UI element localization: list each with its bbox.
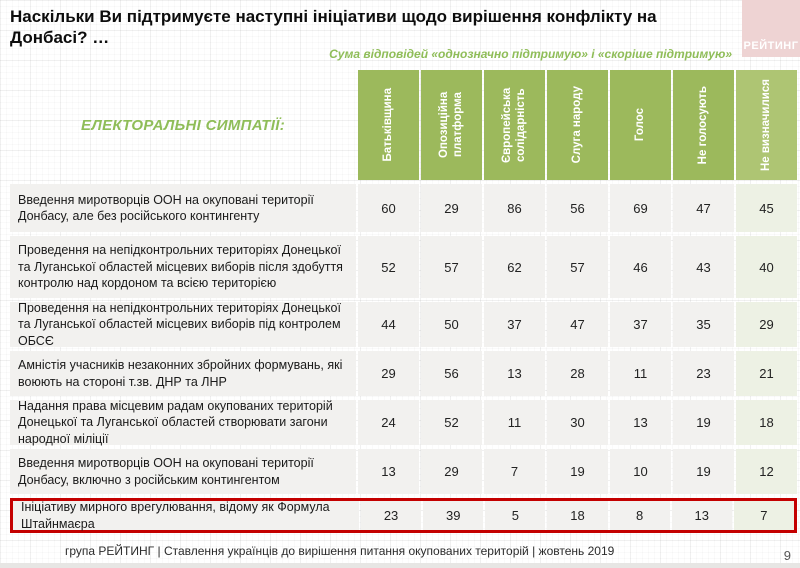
value-cell: 7 xyxy=(733,501,794,530)
results-table: ЕЛЕКТОРАЛЬНІ СИМПАТІЇ: Батьківщина Опозиц… xyxy=(10,70,797,537)
row-label: Амністія учасників незаконних збройних ф… xyxy=(10,351,356,396)
value-cell: 13 xyxy=(484,351,545,396)
value-cell: 30 xyxy=(547,400,608,445)
value-cell: 56 xyxy=(547,184,608,232)
value-cell: 12 xyxy=(736,449,797,494)
table-row: Амністія учасників незаконних збройних ф… xyxy=(10,351,797,396)
rating-logo: РЕЙТИНГ xyxy=(742,0,800,57)
value-cell: 13 xyxy=(358,449,419,494)
value-cell: 86 xyxy=(484,184,545,232)
value-cell: 21 xyxy=(736,351,797,396)
value-cell: 23 xyxy=(361,501,422,530)
highlighted-row: Ініціативу мирного врегулювання, відому … xyxy=(10,498,797,533)
value-cell: 18 xyxy=(736,400,797,445)
value-cell: 46 xyxy=(610,236,671,298)
value-cell: 69 xyxy=(610,184,671,232)
page-title: Наскільки Ви підтримуєте наступні ініціа… xyxy=(10,7,657,48)
value-cell: 19 xyxy=(673,400,734,445)
rating-logo-text: РЕЙТИНГ xyxy=(743,40,799,52)
value-cell: 37 xyxy=(484,302,545,347)
column-header: Європейська солідарність xyxy=(484,70,545,180)
value-cell: 62 xyxy=(484,236,545,298)
footer-caption: група РЕЙТИНГ | Ставлення українців до в… xyxy=(65,544,615,558)
table-row: Надання права місцевим радам окупованих … xyxy=(10,399,797,446)
value-cell: 43 xyxy=(673,236,734,298)
column-header-label: Голос xyxy=(633,108,646,142)
row-label: Проведення на непідконтрольних територія… xyxy=(10,236,356,298)
value-cell: 19 xyxy=(547,449,608,494)
value-cell: 56 xyxy=(421,351,482,396)
value-cell: 29 xyxy=(421,184,482,232)
value-cell: 5 xyxy=(485,501,546,530)
value-cell: 11 xyxy=(484,400,545,445)
column-header-label: Слуга народу xyxy=(570,86,583,164)
value-cell: 52 xyxy=(421,400,482,445)
value-cell: 13 xyxy=(671,501,732,530)
table-row: Введення миротворців ООН на окуповані те… xyxy=(10,449,797,494)
column-header-label: Опозиційна платформа xyxy=(437,91,464,159)
value-cell: 13 xyxy=(610,400,671,445)
row-label: Введення миротворців ООН на окуповані те… xyxy=(10,184,356,232)
value-cell: 39 xyxy=(423,501,484,530)
value-cell: 11 xyxy=(610,351,671,396)
column-header: Опозиційна платформа xyxy=(421,70,482,180)
value-cell: 50 xyxy=(421,302,482,347)
value-cell: 23 xyxy=(673,351,734,396)
column-header: Голос xyxy=(610,70,671,180)
value-cell: 24 xyxy=(358,400,419,445)
column-header-label: Не голосують xyxy=(696,85,709,165)
value-cell: 28 xyxy=(547,351,608,396)
row-label: Введення миротворців ООН на окуповані те… xyxy=(10,449,356,494)
row-label: Ініціативу мирного врегулювання, відому … xyxy=(13,500,359,531)
value-cell: 44 xyxy=(358,302,419,347)
column-header: Не визначилися xyxy=(736,70,797,180)
column-header-label: Не визначилися xyxy=(759,78,772,172)
column-header: Слуга народу xyxy=(547,70,608,180)
table-row: Проведення на непідконтрольних територія… xyxy=(10,236,797,298)
value-cell: 18 xyxy=(547,501,608,530)
column-header-label: Батьківщина xyxy=(381,88,394,162)
row-label: Надання права місцевим радам окупованих … xyxy=(10,399,356,446)
value-cell: 47 xyxy=(673,184,734,232)
table-row: Введення миротворців ООН на окуповані те… xyxy=(10,184,797,232)
table-row: Проведення на непідконтрольних територія… xyxy=(10,301,797,348)
value-cell: 35 xyxy=(673,302,734,347)
value-cell: 19 xyxy=(673,449,734,494)
column-header: Не голосують xyxy=(673,70,734,180)
value-cell: 52 xyxy=(358,236,419,298)
value-cell: 7 xyxy=(484,449,545,494)
value-cell: 29 xyxy=(421,449,482,494)
value-cell: 29 xyxy=(358,351,419,396)
row-label: Проведення на непідконтрольних територія… xyxy=(10,301,356,348)
value-cell: 45 xyxy=(736,184,797,232)
value-cell: 40 xyxy=(736,236,797,298)
electoral-sympathies-label: ЕЛЕКТОРАЛЬНІ СИМПАТІЇ: xyxy=(80,116,286,134)
value-cell: 10 xyxy=(610,449,671,494)
bottom-strip xyxy=(0,563,800,568)
value-cell: 47 xyxy=(547,302,608,347)
page-number: 9 xyxy=(783,548,791,563)
value-cell: 37 xyxy=(610,302,671,347)
column-header-label: Європейська солідарність xyxy=(500,87,527,163)
value-cell: 60 xyxy=(358,184,419,232)
survey-note: Сума відповідей «однозначно підтримую» і… xyxy=(329,47,732,61)
value-cell: 8 xyxy=(609,501,670,530)
value-cell: 29 xyxy=(736,302,797,347)
table-header-row: ЕЛЕКТОРАЛЬНІ СИМПАТІЇ: Батьківщина Опозиц… xyxy=(10,70,797,180)
column-header: Батьківщина xyxy=(358,70,419,180)
value-cell: 57 xyxy=(421,236,482,298)
value-cell: 57 xyxy=(547,236,608,298)
